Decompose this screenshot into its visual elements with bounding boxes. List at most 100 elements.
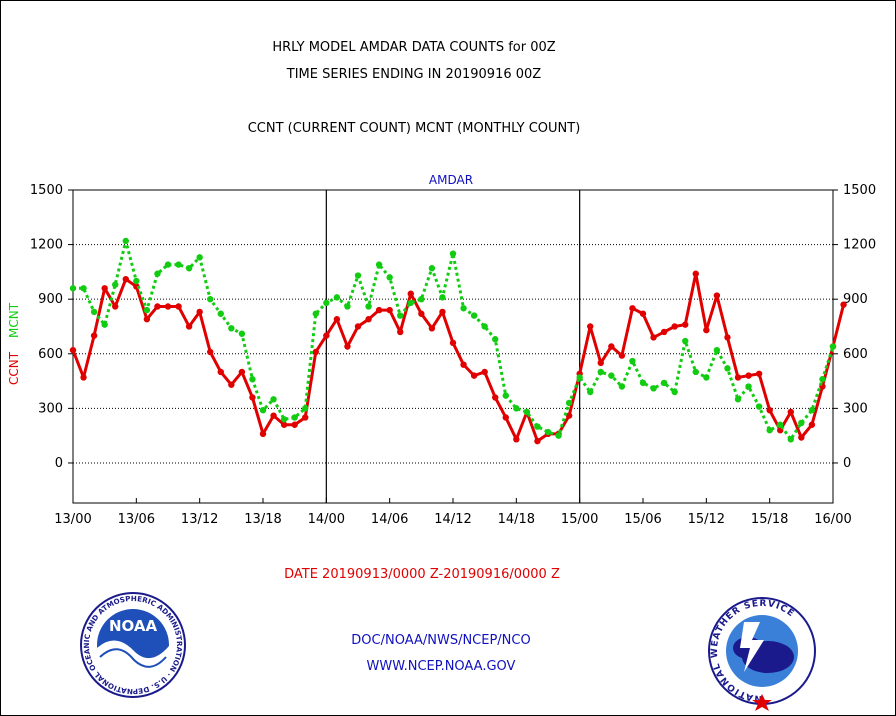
point-ccnt-73 xyxy=(840,301,847,308)
credit-label: DOC/NOAA/NWS/NCEP/NCO xyxy=(351,633,530,648)
ylabel-mcnt: MCNT xyxy=(7,302,21,338)
point-ccnt-33 xyxy=(418,310,425,317)
point-mcnt-56 xyxy=(660,379,668,387)
point-mcnt-26 xyxy=(344,303,351,310)
ytick-right-label-4: 1200 xyxy=(843,238,876,253)
point-ccnt-32 xyxy=(407,290,414,297)
point-mcnt-30 xyxy=(386,274,393,281)
point-mcnt-40 xyxy=(492,336,499,343)
point-ccnt-50 xyxy=(597,359,604,367)
point-mcnt-23 xyxy=(312,310,319,317)
point-mcnt-45 xyxy=(544,428,552,436)
point-mcnt-67 xyxy=(777,421,784,428)
point-mcnt-71 xyxy=(819,376,826,383)
point-mcnt-44 xyxy=(534,423,541,430)
ytick-left-label-1: 300 xyxy=(38,401,63,416)
ytick-left-label-3: 900 xyxy=(38,292,63,307)
point-mcnt-12 xyxy=(196,254,203,261)
point-mcnt-42 xyxy=(513,405,520,412)
point-ccnt-5 xyxy=(122,275,129,283)
point-mcnt-46 xyxy=(555,432,562,439)
point-mcnt-64 xyxy=(745,383,752,390)
gridlines xyxy=(73,189,833,464)
point-ccnt-65 xyxy=(755,370,763,377)
noaa-logo: NATIONAL OCEANIC AND ATMOSPHERIC ADMINIS… xyxy=(0,0,186,698)
nws-logo: NATIONAL WEATHER SERVICE xyxy=(708,597,816,711)
point-mcnt-15 xyxy=(228,325,235,332)
point-ccnt-26 xyxy=(344,343,351,350)
point-mcnt-38 xyxy=(470,312,478,319)
point-mcnt-1 xyxy=(80,285,87,292)
point-mcnt-43 xyxy=(523,408,531,416)
point-mcnt-5 xyxy=(122,237,129,245)
point-ccnt-52 xyxy=(618,352,626,359)
point-mcnt-52 xyxy=(618,383,626,390)
point-mcnt-66 xyxy=(766,427,773,434)
xtick-label-6: 14/12 xyxy=(434,512,471,527)
point-mcnt-20 xyxy=(280,416,288,423)
point-mcnt-48 xyxy=(576,374,583,381)
point-ccnt-36 xyxy=(449,339,457,347)
point-mcnt-63 xyxy=(734,396,742,403)
point-mcnt-70 xyxy=(808,406,816,414)
point-mcnt-19 xyxy=(270,396,277,403)
point-mcnt-6 xyxy=(133,277,140,285)
point-ccnt-31 xyxy=(397,328,404,336)
xtick-label-10: 15/12 xyxy=(688,512,725,527)
point-mcnt-0 xyxy=(69,285,77,292)
noaa-logo-text: NOAA xyxy=(109,617,158,635)
day-dividers xyxy=(325,190,581,503)
plot-title: AMDAR xyxy=(429,173,473,187)
point-mcnt-41 xyxy=(502,392,509,399)
point-ccnt-63 xyxy=(734,374,742,381)
ytick-left-label-0: 0 xyxy=(55,456,63,471)
point-ccnt-29 xyxy=(375,306,383,314)
point-ccnt-16 xyxy=(238,368,246,376)
series-mcnt xyxy=(69,237,837,443)
point-mcnt-39 xyxy=(481,323,488,330)
point-mcnt-51 xyxy=(608,372,615,379)
chart-subtitle: CCNT (CURRENT COUNT) MCNT (MONTHLY COUNT… xyxy=(248,121,581,136)
point-mcnt-4 xyxy=(112,281,119,288)
point-mcnt-68 xyxy=(787,436,794,443)
point-mcnt-69 xyxy=(798,419,805,427)
point-mcnt-10 xyxy=(175,261,182,268)
point-mcnt-60 xyxy=(703,374,710,381)
point-ccnt-37 xyxy=(460,361,467,368)
point-ccnt-70 xyxy=(808,421,816,428)
point-ccnt-54 xyxy=(639,310,647,317)
point-mcnt-27 xyxy=(354,272,362,279)
xtick-label-2: 13/12 xyxy=(181,512,218,527)
point-ccnt-10 xyxy=(175,303,182,310)
point-mcnt-61 xyxy=(713,346,721,354)
xtick-label-12: 16/00 xyxy=(814,512,851,527)
point-ccnt-56 xyxy=(660,328,668,336)
point-mcnt-14 xyxy=(217,310,224,317)
point-ccnt-22 xyxy=(302,414,309,421)
xtick-label-7: 14/18 xyxy=(498,512,535,527)
point-ccnt-9 xyxy=(164,303,172,310)
point-ccnt-11 xyxy=(185,323,193,330)
point-ccnt-17 xyxy=(249,394,256,401)
chart-title-line1: HRLY MODEL AMDAR DATA COUNTS for 00Z xyxy=(272,40,555,55)
point-ccnt-2 xyxy=(90,332,98,339)
ylabel-ccnt: CCNT xyxy=(7,351,21,385)
point-mcnt-17 xyxy=(249,376,256,383)
xtick-label-11: 15/18 xyxy=(751,512,788,527)
series-layer xyxy=(69,237,847,445)
point-ccnt-34 xyxy=(428,325,436,332)
point-mcnt-47 xyxy=(565,399,573,407)
point-ccnt-4 xyxy=(112,303,119,310)
point-ccnt-49 xyxy=(587,323,594,330)
point-mcnt-16 xyxy=(238,330,246,337)
point-ccnt-3 xyxy=(101,285,108,292)
point-ccnt-15 xyxy=(228,381,235,388)
point-mcnt-54 xyxy=(639,379,647,387)
point-ccnt-58 xyxy=(682,321,689,328)
point-ccnt-40 xyxy=(492,394,499,401)
point-ccnt-35 xyxy=(439,308,446,316)
ytick-left-label-5: 1500 xyxy=(30,183,63,198)
website-label: WWW.NCEP.NOAA.GOV xyxy=(367,659,516,674)
point-mcnt-59 xyxy=(692,368,699,376)
